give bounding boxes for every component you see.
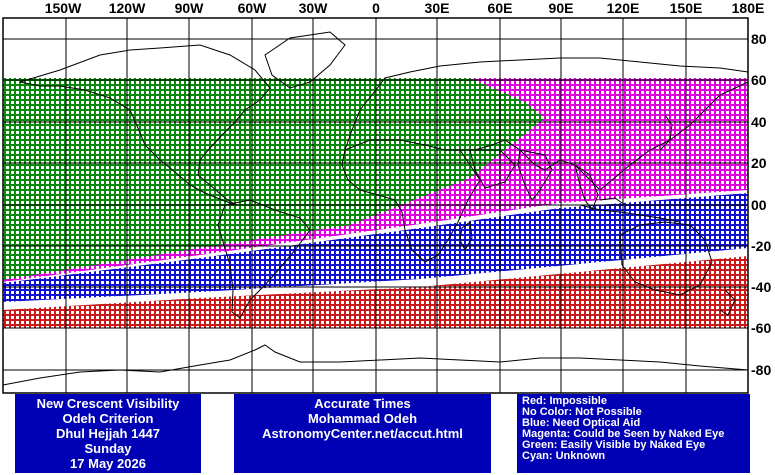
- australia-outline: [619, 221, 713, 296]
- lon-label-180e: 180E: [731, 0, 765, 16]
- eurasia-outline: [344, 57, 749, 191]
- info-date: 17 May 2026: [70, 456, 146, 471]
- legend-red: Red: Impossible: [522, 395, 607, 407]
- lat-label-neg20: -20: [751, 238, 772, 254]
- india-outline: [517, 149, 553, 201]
- legend-green: Green: Easily Visible by Naked Eye: [522, 439, 706, 451]
- legend-no-color: No Color: Not Possible: [522, 406, 642, 418]
- lon-label-90w: 90W: [174, 0, 204, 16]
- indonesia-outline: [579, 197, 681, 223]
- lon-label-90e: 90E: [548, 0, 574, 16]
- antarctica-outline: [2, 344, 749, 386]
- legend-magenta: Magenta: Could be Seen by Naked Eye: [522, 428, 725, 440]
- graticule: [3, 18, 748, 393]
- arabia-outline: [469, 149, 516, 189]
- new-zealand-outline: [719, 289, 736, 316]
- info-month: Dhul Hejjah 1447: [55, 426, 161, 441]
- legend-panel: Red: Impossible No Color: Not Possible B…: [517, 394, 750, 473]
- lat-label-neg40: -40: [751, 279, 772, 295]
- credits-author: Mohammad Odeh: [307, 411, 418, 426]
- lon-label-120w: 120W: [108, 0, 146, 16]
- madagascar-outline: [459, 221, 473, 252]
- credits-panel: Accurate Times Mohammad Odeh AstronomyCe…: [234, 394, 491, 473]
- credits-title: Accurate Times: [314, 396, 411, 411]
- southeast-asia-outline: [574, 163, 599, 212]
- north-america-outline: [19, 44, 271, 206]
- lat-label-80: 80: [751, 31, 767, 47]
- lon-label-60w: 60W: [237, 0, 267, 16]
- legend-cyan: Cyan: Unknown: [522, 450, 606, 462]
- lat-label-40: 40: [751, 114, 767, 130]
- lon-label-30w: 30W: [298, 0, 328, 16]
- credits-url: AstronomyCenter.net/accut.html: [262, 426, 463, 441]
- lat-label-20: 20: [751, 155, 767, 171]
- lon-label-150e: 150E: [669, 0, 703, 16]
- lat-label-60: 60: [751, 72, 767, 88]
- africa-outline: [341, 139, 481, 263]
- greenland-outline: [264, 31, 346, 89]
- coastlines: [2, 31, 749, 386]
- lon-label-60e: 60E: [487, 0, 513, 16]
- lat-label-neg80: -80: [751, 362, 772, 378]
- lon-label-0: 0: [372, 0, 380, 16]
- lat-label-00: 00: [751, 197, 767, 213]
- lon-label-150w: 150W: [44, 0, 82, 16]
- info-weekday: Sunday: [84, 441, 132, 456]
- lon-label-120e: 120E: [606, 0, 640, 16]
- lat-label-neg60: -60: [751, 320, 772, 336]
- lon-label-30e: 30E: [424, 0, 450, 16]
- legend-blue: Blue: Need Optical Aid: [522, 417, 641, 429]
- japan-outline: [659, 114, 673, 151]
- info-title: New Crescent Visibility: [36, 396, 180, 411]
- visibility-info-panel: New Crescent Visibility Odeh Criterion D…: [15, 394, 201, 473]
- south-america-outline: [217, 199, 311, 319]
- info-criterion: Odeh Criterion: [62, 411, 154, 426]
